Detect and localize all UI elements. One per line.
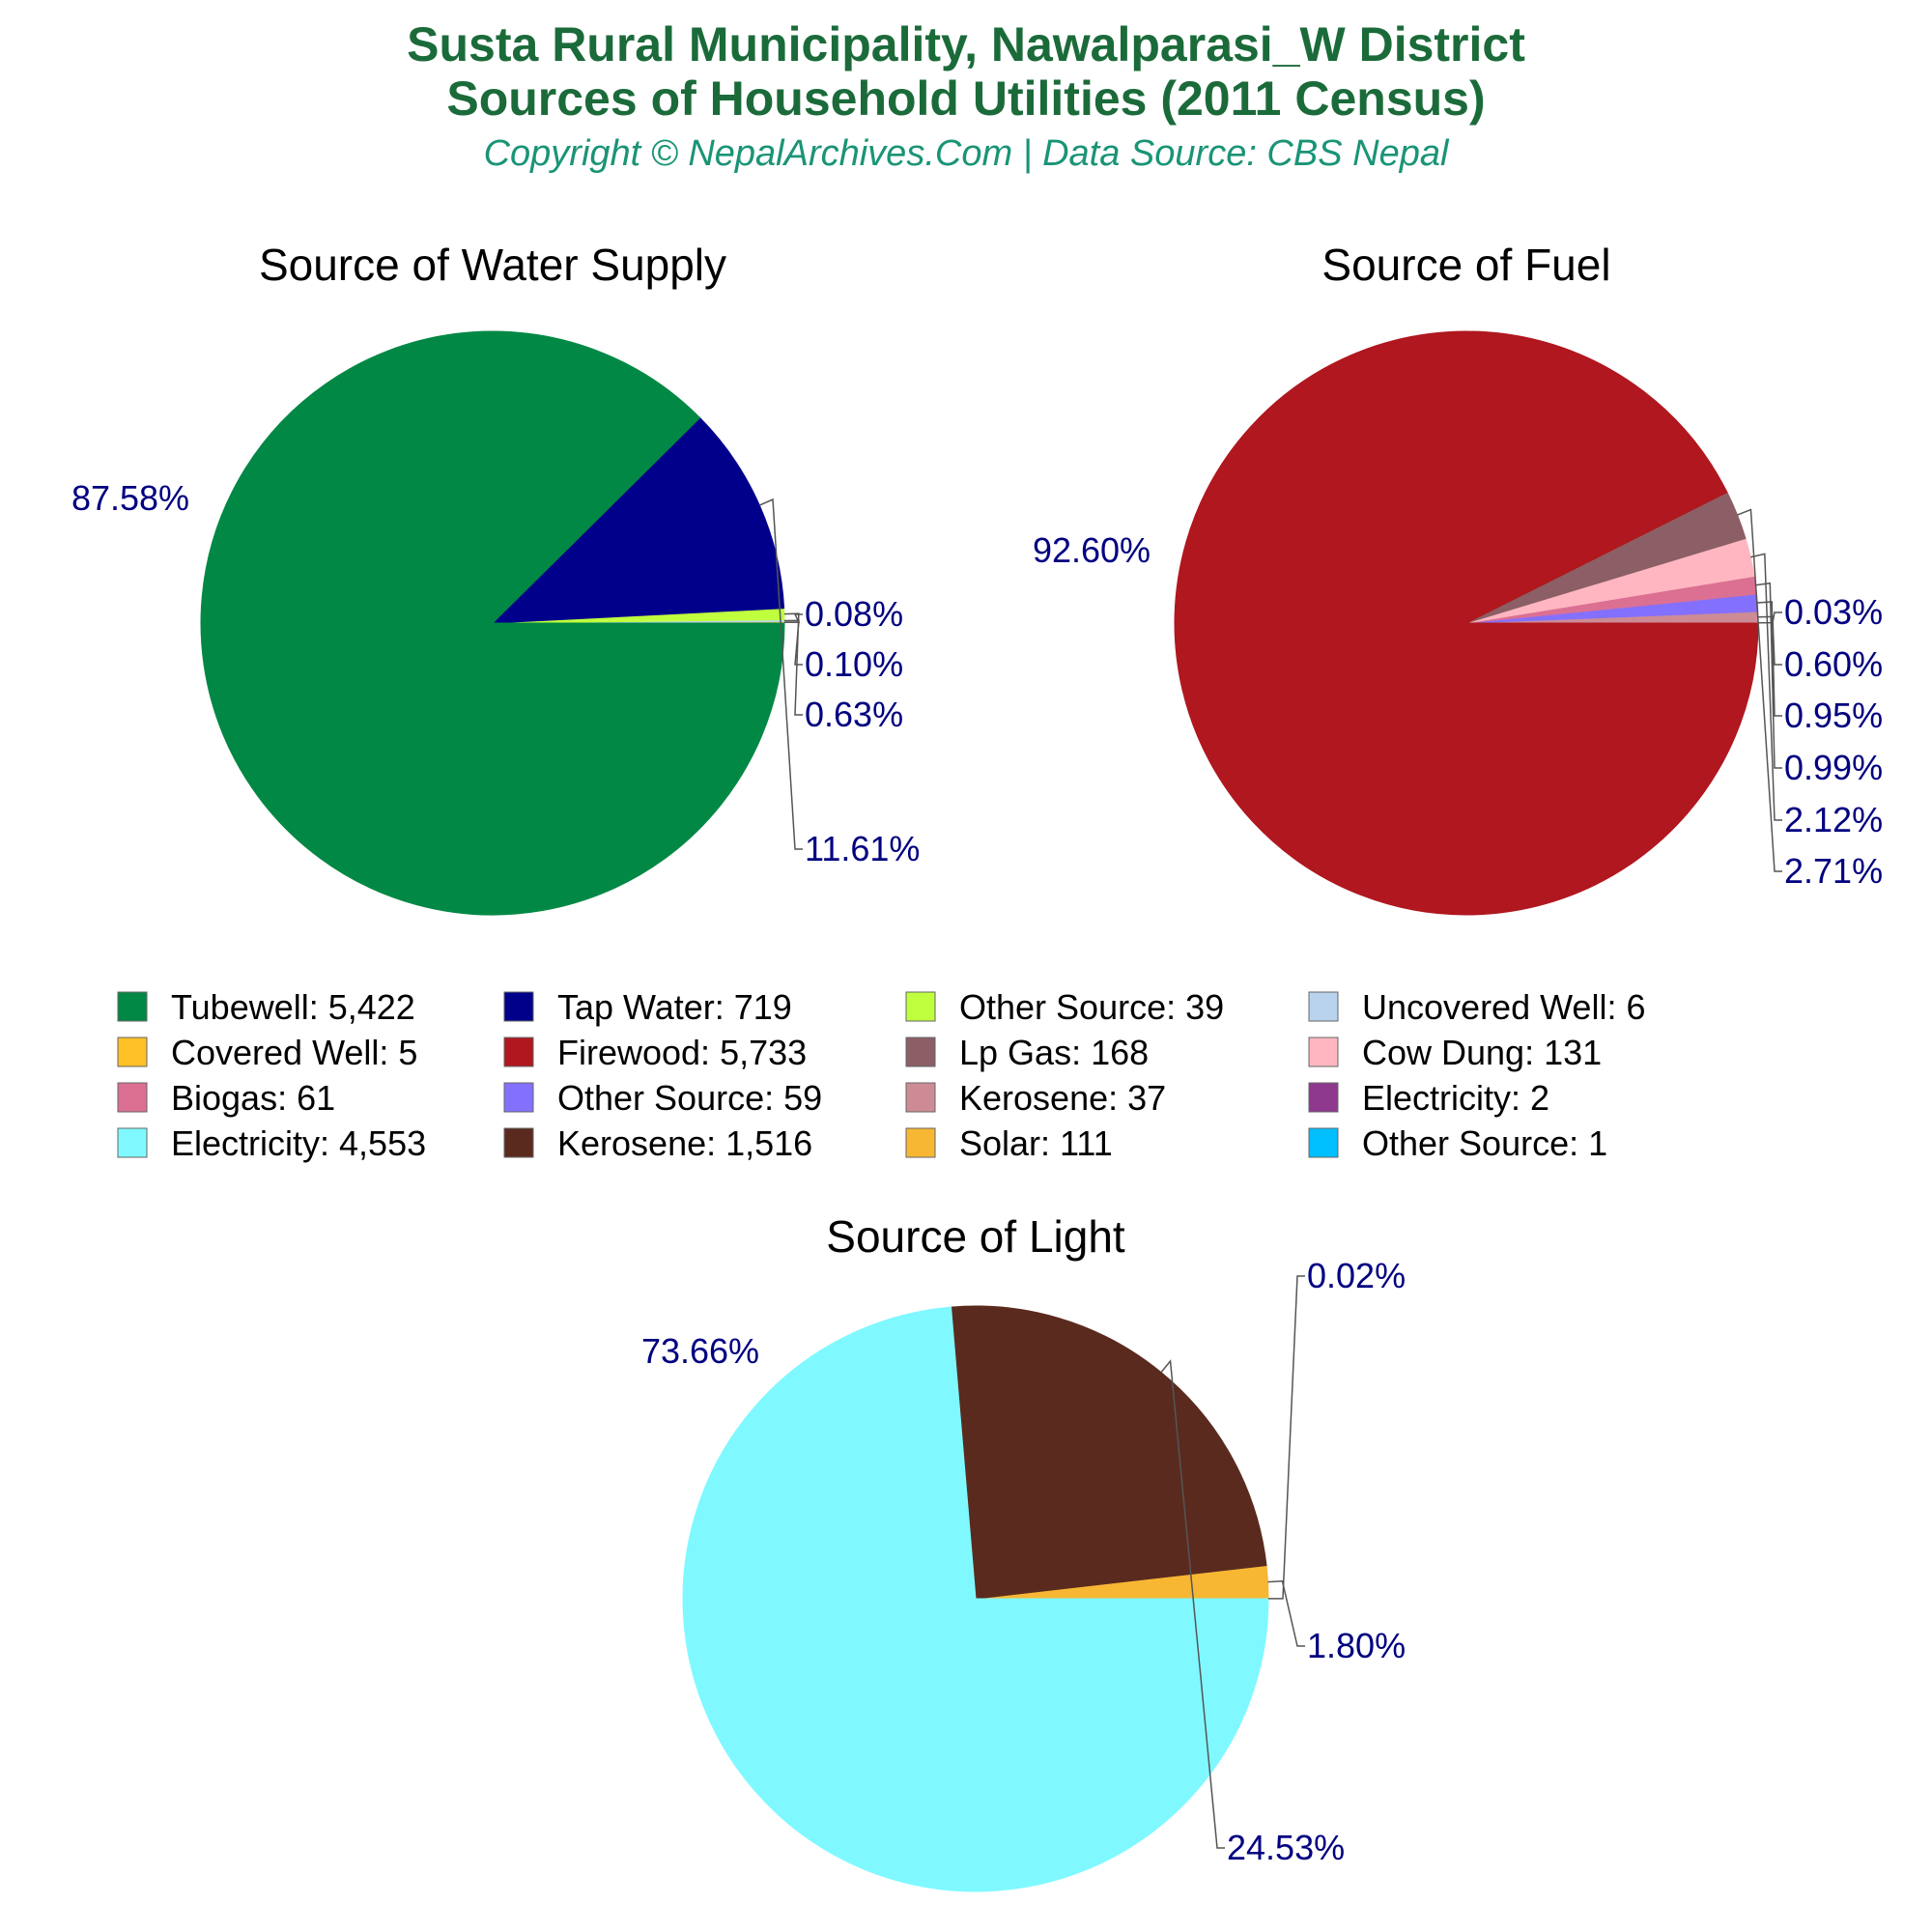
leader-line [758, 497, 803, 850]
legend-swatch [503, 991, 534, 1022]
slice-label: 0.10% [805, 644, 903, 684]
legend-label: Biogas: 61 [171, 1078, 335, 1118]
leader-line [1757, 601, 1782, 717]
copyright-text: Copyright © NepalArchives.Com | Data Sou… [483, 133, 1449, 174]
slice-label: 2.12% [1784, 800, 1883, 839]
legend-label: Lp Gas: 168 [959, 1033, 1149, 1072]
pie-slice-tap-water [491, 416, 785, 624]
pie-title-3: Source of Light [826, 1211, 1125, 1262]
legend-swatch [1308, 1127, 1339, 1158]
legend-label: Kerosene: 1,516 [557, 1123, 812, 1163]
legend-label: Other Source: 39 [959, 987, 1224, 1027]
legend-label: Firewood: 5,733 [557, 1033, 807, 1072]
legend-swatch [905, 1127, 936, 1158]
main-title-line2: Sources of Household Utilities (2011 Cen… [446, 71, 1486, 126]
slice-label: 2.71% [1784, 851, 1883, 891]
legend-swatch [117, 1037, 148, 1067]
pie-slice-electricity [682, 1306, 1269, 1892]
legend-label: Kerosene: 37 [959, 1078, 1166, 1118]
legend-label: Tap Water: 719 [557, 987, 792, 1027]
leader-line [1750, 553, 1782, 821]
legend-swatch [117, 1127, 148, 1158]
legend-swatch [503, 1127, 534, 1158]
pie-slice-tubewell [200, 330, 785, 916]
legend-swatch [905, 1082, 936, 1113]
legend-swatch [503, 1037, 534, 1067]
leader-line [1737, 508, 1782, 872]
leader-line [783, 619, 803, 666]
legend-label: Solar: 111 [959, 1123, 1113, 1163]
slice-label: 11.61% [805, 829, 920, 868]
leader-line [1755, 582, 1782, 769]
slice-label: 87.58% [71, 478, 189, 518]
legend-label: Cow Dung: 131 [1362, 1033, 1602, 1072]
main-title-line1: Susta Rural Municipality, Nawalparasi_W … [407, 17, 1525, 71]
legend-swatch [503, 1082, 534, 1113]
slice-label: 73.66% [641, 1331, 759, 1371]
legend-label: Other Source: 1 [1362, 1123, 1607, 1163]
leader-line [1267, 1275, 1305, 1600]
legend-swatch [1308, 1082, 1339, 1113]
leader-line [1160, 1359, 1225, 1849]
legend-swatch [1308, 1037, 1339, 1067]
slice-label: 0.95% [1784, 696, 1883, 735]
legend-swatch [117, 1082, 148, 1113]
slice-label: 0.99% [1784, 748, 1883, 787]
slice-label: 0.03% [1784, 592, 1883, 632]
legend-swatch [117, 991, 148, 1022]
pie-slice-kerosene [951, 1305, 1267, 1600]
slice-label: 0.08% [805, 594, 903, 634]
legend-swatch [905, 1037, 936, 1067]
legend-label: Tubewell: 5,422 [171, 987, 415, 1027]
leader-line [783, 612, 803, 716]
pie-title-1: Source of Water Supply [259, 240, 726, 290]
legend-swatch [1308, 991, 1339, 1022]
legend-label: Other Source: 59 [557, 1078, 822, 1118]
leader-line [1267, 1579, 1305, 1647]
slice-label: 0.63% [805, 695, 903, 734]
legend-label: Electricity: 4,553 [171, 1123, 426, 1163]
legend-label: Covered Well: 5 [171, 1033, 417, 1072]
pie-title-2: Source of Fuel [1321, 240, 1610, 290]
slice-label: 0.02% [1307, 1256, 1406, 1295]
slice-label: 1.80% [1307, 1626, 1406, 1665]
slice-label: 24.53% [1227, 1828, 1345, 1867]
slice-label: 0.60% [1784, 644, 1883, 684]
legend-label: Electricity: 2 [1362, 1078, 1549, 1118]
pie-slice-firewood [1174, 330, 1759, 916]
leader-line [1757, 611, 1782, 624]
legend-swatch [905, 991, 936, 1022]
slice-label: 92.60% [1033, 530, 1151, 570]
legend-label: Uncovered Well: 6 [1362, 987, 1645, 1027]
leader-line [1757, 615, 1782, 666]
